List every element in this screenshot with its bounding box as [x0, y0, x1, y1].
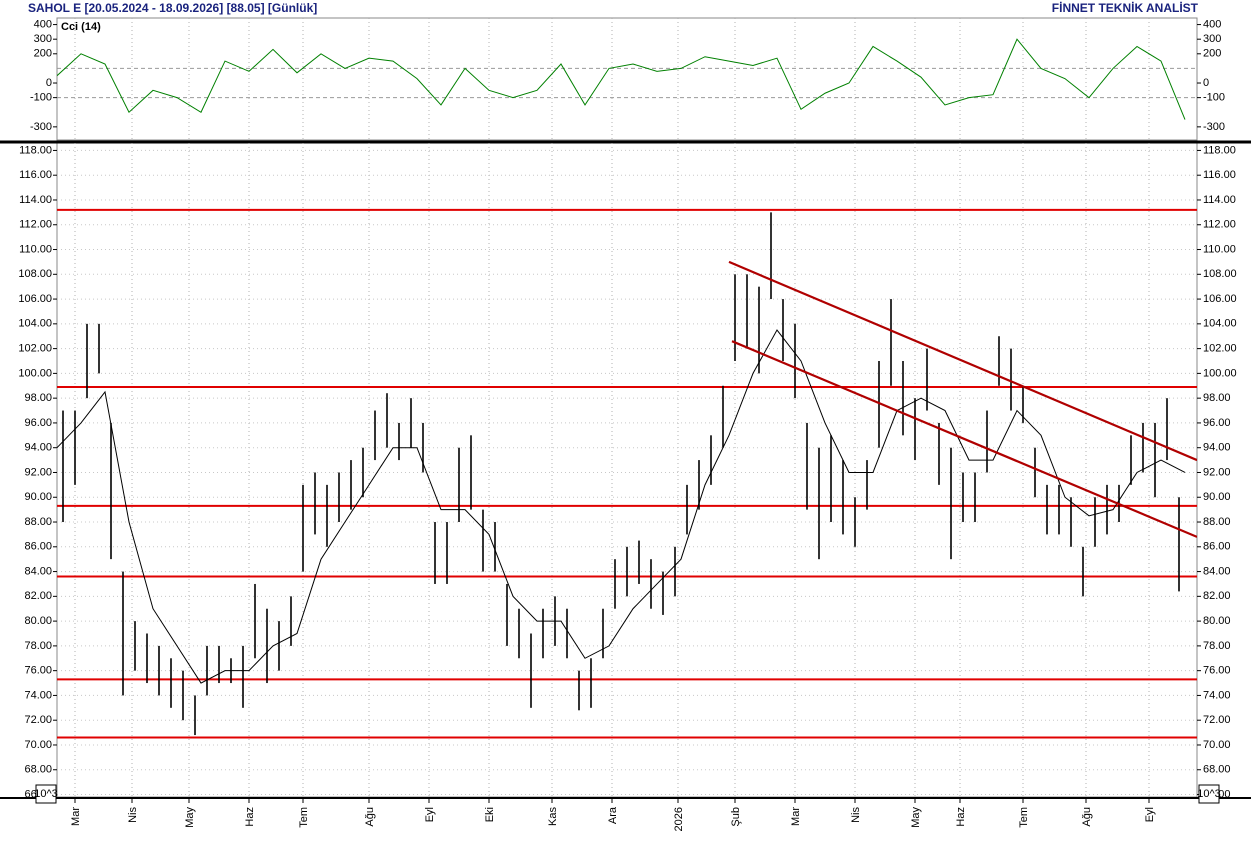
x-tick-label: Ağu — [364, 807, 376, 827]
x-tick-label: May — [910, 807, 922, 828]
y-tick-label-right: 86.00 — [1203, 541, 1231, 553]
y-tick-label: 78.00 — [24, 640, 52, 652]
scale-label-right-box — [1198, 784, 1220, 804]
y-tick-label-right: 78.00 — [1203, 640, 1231, 652]
y-tick-label-right: 68.00 — [1203, 764, 1231, 776]
y-tick-label: 300 — [34, 33, 52, 45]
y-tick-label: 200 — [34, 48, 52, 60]
brand: FİNNET TEKNİK ANALİST — [1052, 0, 1199, 15]
chart-title: SAHOL E [20.05.2024 - 18.09.2026] [88.05… — [28, 1, 317, 15]
y-tick-label-right: -100 — [1203, 92, 1225, 104]
x-tick-label: Şub — [730, 807, 742, 827]
x-tick-label: Nis — [850, 807, 862, 823]
y-tick-label: 118.00 — [19, 144, 52, 156]
y-tick-label-right: 200 — [1203, 48, 1221, 60]
y-tick-label-right: 72.00 — [1203, 714, 1231, 726]
panel — [57, 18, 1197, 140]
y-tick-label: 86.00 — [24, 541, 52, 553]
cci-line — [57, 38, 1186, 120]
y-tick-label-right: 70.00 — [1203, 739, 1231, 751]
x-tick-label: Nis — [127, 807, 139, 823]
trend-line — [728, 260, 1197, 462]
x-tick-label: Tem — [1018, 807, 1030, 828]
y-tick-label-right: 92.00 — [1203, 466, 1231, 478]
x-tick-label: 2026 — [673, 807, 685, 831]
y-tick-label: 72.00 — [24, 714, 52, 726]
y-tick-label: 116.00 — [19, 169, 52, 181]
x-tick-label: Eyl — [424, 807, 436, 822]
y-tick-label: 114.00 — [19, 194, 52, 206]
indicator-label: Cci (14) — [61, 21, 101, 33]
x-tick-label: Haz — [244, 807, 256, 827]
y-tick-label-right: 84.00 — [1203, 565, 1231, 577]
panel — [57, 143, 1197, 797]
y-tick-label-right: 76.00 — [1203, 665, 1231, 677]
y-tick-label-right: 94.00 — [1203, 442, 1231, 454]
y-tick-label-right: -300 — [1203, 121, 1225, 133]
y-tick-label-right: 82.00 — [1203, 590, 1231, 602]
y-tick-label: 0 — [46, 77, 52, 89]
y-tick-label: 96.00 — [24, 417, 52, 429]
x-tick-label: May — [184, 807, 196, 828]
y-tick-label: 110.00 — [19, 243, 52, 255]
scale-label: 10^3 — [34, 788, 58, 800]
y-tick-label: 106.00 — [18, 293, 52, 305]
scale-label-right: 10^3 — [1197, 788, 1221, 800]
y-tick-label: 76.00 — [24, 665, 52, 677]
y-tick-label-right: 300 — [1203, 33, 1221, 45]
y-tick-label: 92.00 — [24, 466, 52, 478]
x-tick-label: Mar — [790, 807, 802, 826]
y-tick-label: 98.00 — [24, 392, 52, 404]
x-tick-label: Ağu — [1081, 807, 1093, 827]
y-tick-label-right: 74.00 — [1203, 689, 1231, 701]
y-tick-label-right: 102.00 — [1203, 343, 1237, 355]
y-tick-label: 104.00 — [18, 318, 52, 330]
x-tick-label: Kas — [547, 807, 559, 826]
y-tick-label-right: 116.00 — [1203, 169, 1236, 181]
x-tick-label: Eki — [484, 807, 496, 822]
y-tick-label: 102.00 — [18, 343, 52, 355]
y-tick-label-right: 80.00 — [1203, 615, 1231, 627]
y-tick-label: 400 — [34, 18, 52, 30]
y-tick-label: 68.00 — [24, 764, 52, 776]
y-tick-label-right: 110.00 — [1203, 243, 1236, 255]
x-tick-label: Ara — [607, 806, 619, 824]
x-tick-label: Mar — [70, 807, 82, 826]
y-tick-label: 80.00 — [24, 615, 52, 627]
y-tick-label: 90.00 — [24, 491, 52, 503]
y-tick-label: 94.00 — [24, 442, 52, 454]
y-tick-label-right: 98.00 — [1203, 392, 1231, 404]
y-tick-label-right: 112.00 — [1203, 219, 1236, 231]
y-tick-label-right: 96.00 — [1203, 417, 1231, 429]
y-tick-label-right: 118.00 — [1203, 144, 1236, 156]
y-tick-label: 88.00 — [24, 516, 52, 528]
y-tick-label-right: 0 — [1203, 77, 1209, 89]
y-tick-label: 74.00 — [24, 689, 52, 701]
trend-line — [731, 340, 1197, 538]
y-tick-label-right: 100.00 — [1203, 367, 1237, 379]
y-tick-label: 100.00 — [18, 367, 52, 379]
x-tick-label: Haz — [955, 807, 967, 827]
y-tick-label-right: 106.00 — [1203, 293, 1237, 305]
y-tick-label-right: 400 — [1203, 18, 1221, 30]
y-tick-label-right: 104.00 — [1203, 318, 1237, 330]
y-tick-label: 84.00 — [24, 565, 52, 577]
y-tick-label-right: 88.00 — [1203, 516, 1231, 528]
y-tick-label: 108.00 — [18, 268, 52, 280]
cci-frame — [56, 17, 1198, 141]
y-tick-label: 70.00 — [24, 739, 52, 751]
y-tick-label: 82.00 — [24, 590, 52, 602]
scale-label-box — [35, 784, 57, 804]
x-tick-label: Tem — [298, 807, 310, 828]
y-tick-label: -100 — [30, 92, 52, 104]
panel-separator — [0, 140, 1251, 144]
y-tick-label-right: 114.00 — [1203, 194, 1236, 206]
x-tick-label: Eyl — [1144, 807, 1156, 822]
y-tick-label-right: 90.00 — [1203, 491, 1231, 503]
y-tick-label-right: 108.00 — [1203, 268, 1237, 280]
y-tick-label: -300 — [30, 121, 52, 133]
y-tick-label: 112.00 — [19, 219, 52, 231]
